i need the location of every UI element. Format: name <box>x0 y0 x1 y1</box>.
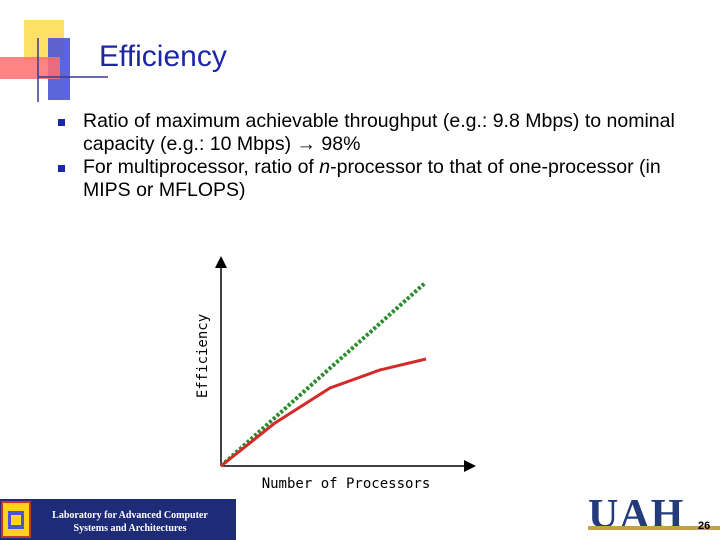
slide-title: Efficiency <box>99 40 227 73</box>
x-axis-label: Number of Processors <box>262 476 431 492</box>
bullet-text-suffix: -processor to that of one-processor (in … <box>83 156 661 201</box>
uah-logo-underline <box>588 526 720 530</box>
lab-name-line2: Systems and Architectures <box>74 523 187 534</box>
lab-name-line1: Laboratory for Advanced Computer <box>52 510 208 521</box>
bullet-square-icon <box>58 119 65 126</box>
bullet-item-multiprocessor: For multiprocessor, ratio of n-processor… <box>57 156 697 202</box>
bullet-text: Ratio of maximum achievable throughput (… <box>83 110 675 155</box>
lab-logo: Laboratory for Advanced Computer Systems… <box>0 499 236 540</box>
y-axis-label: Efficiency <box>195 314 211 398</box>
page-number: 26 <box>698 520 711 532</box>
bullet-text-italic: n <box>319 156 331 178</box>
corner-decoration <box>0 20 108 102</box>
efficiency-diagram: Efficiency Number of Processors <box>195 256 476 492</box>
actual-efficiency-line <box>220 357 427 468</box>
bullet-list: Ratio of maximum achievable throughput (… <box>57 110 697 202</box>
ideal-efficiency-line <box>219 281 427 468</box>
bullet-item-throughput: Ratio of maximum achievable throughput (… <box>57 110 697 156</box>
uah-logo: UAH <box>588 492 685 538</box>
bullet-text-prefix: For multiprocessor, ratio of <box>83 156 320 178</box>
bullet-square-icon <box>58 165 65 172</box>
